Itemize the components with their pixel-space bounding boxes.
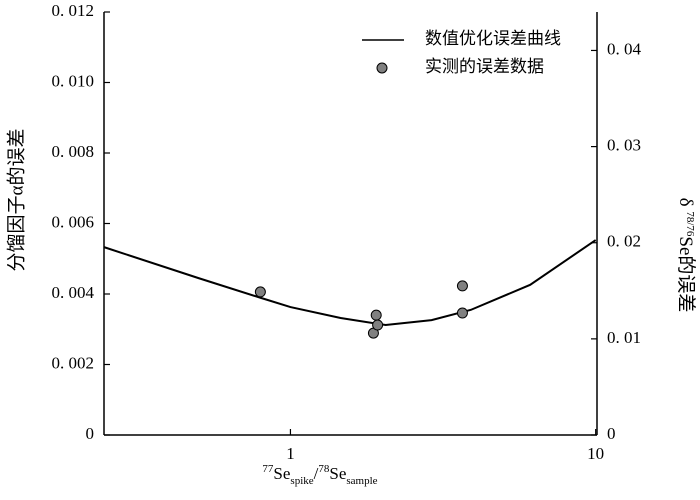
x-label-part: 77: [262, 463, 274, 475]
y-tick-label: 0. 012: [52, 1, 95, 20]
y2-label-part: 78/76: [684, 211, 696, 237]
y2-axis-label: δ 78/76Se的误差: [675, 198, 697, 313]
legend-label: 实测的误差数据: [425, 57, 544, 76]
x-label-part: 78: [318, 463, 330, 475]
data-point: [456, 280, 468, 292]
y-axis-label: 分馏因子α的误差: [5, 129, 27, 272]
data-point: [254, 286, 266, 298]
data-point: [456, 307, 468, 319]
x-tick-label: 1: [286, 444, 295, 463]
y2-label-part: Se的误差: [675, 236, 697, 312]
x-label-part: spike: [290, 475, 313, 487]
legend-label: 数值优化误差曲线: [425, 29, 561, 48]
x-tick-label: 10: [587, 444, 604, 463]
y-tick-label: 0. 010: [52, 71, 95, 90]
x-label-part: Se: [329, 464, 346, 483]
y2-label-part: δ: [675, 198, 696, 207]
data-point: [370, 309, 382, 321]
y-tick-label: 0. 006: [52, 212, 95, 231]
data-point: [372, 319, 384, 331]
y2-tick-label: 0. 02: [607, 232, 641, 251]
y2-tick-label: 0: [607, 424, 616, 443]
y2-tick-label: 0. 04: [607, 39, 642, 58]
curve: [103, 239, 597, 327]
y2-tick-label: 0. 03: [607, 135, 641, 154]
x-label-part: sample: [346, 475, 377, 487]
x-label-part: /: [314, 464, 319, 483]
x-label-part: Se: [273, 464, 290, 483]
legend-swatch: [376, 62, 388, 74]
y-tick-label: 0. 004: [52, 283, 95, 302]
x-axis-label: 77Sespike/78Sesample: [262, 463, 377, 487]
y-tick-label: 0. 008: [52, 142, 95, 161]
y-tick-label: 0. 002: [52, 353, 95, 372]
y2-tick-label: 0. 01: [607, 328, 641, 347]
y-tick-label: 0: [86, 424, 95, 443]
